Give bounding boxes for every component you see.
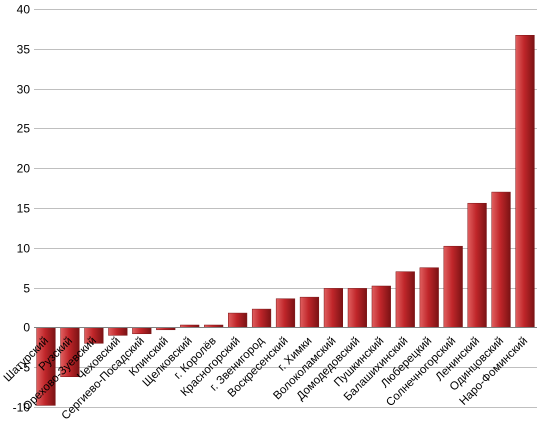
y-tick-label: 15 [17, 202, 31, 216]
bar [491, 191, 511, 328]
bar [395, 271, 415, 328]
bar [251, 308, 272, 328]
bar [108, 327, 128, 336]
y-tick-label: 0 [23, 321, 30, 335]
bar [467, 202, 487, 328]
y-tick-label: 20 [17, 162, 31, 176]
bar [347, 288, 367, 328]
y-tick-label: -10 [13, 401, 31, 415]
gridlines [34, 9, 537, 408]
bar [443, 245, 463, 328]
category-labels: ШатурскийРузскийОрехово-ЗуевскийЧеховски… [2, 335, 530, 423]
y-tick-label: 40 [17, 3, 31, 17]
y-tick-label: 10 [17, 242, 31, 256]
bar [132, 327, 152, 335]
bar [515, 35, 535, 328]
bar [419, 267, 439, 328]
y-tick-label: -5 [19, 361, 30, 375]
y-axis-ticks: -10 -5 0 5 10 15 20 25 30 35 40 [13, 3, 31, 415]
bar [275, 298, 296, 328]
bar [323, 288, 343, 328]
bar [228, 312, 248, 328]
y-tick-label: 25 [17, 122, 31, 136]
y-tick-label: 30 [17, 83, 31, 97]
y-tick-label: 5 [23, 282, 30, 296]
bar [299, 296, 320, 328]
bar [371, 285, 391, 328]
y-tick-label: 35 [17, 43, 31, 57]
